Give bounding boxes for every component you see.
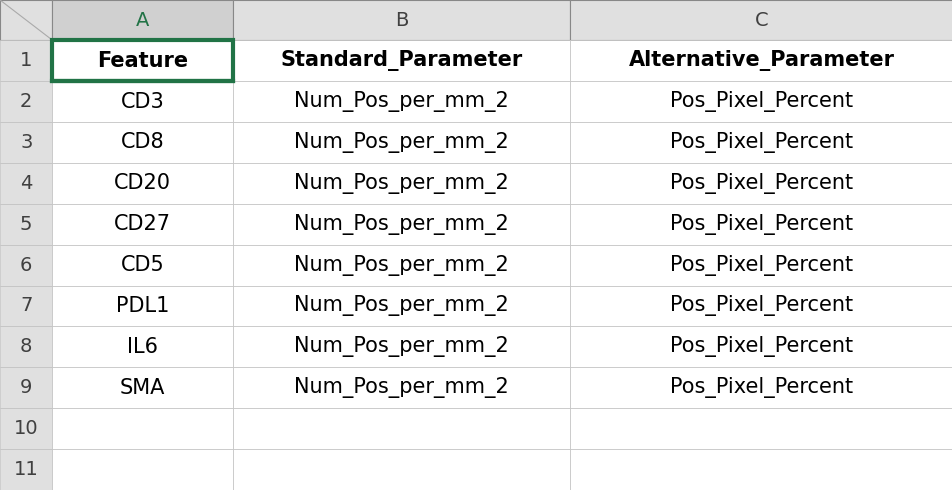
Bar — [52, 368, 232, 408]
Bar — [52, 0, 232, 40]
Text: C: C — [754, 11, 767, 29]
Bar — [569, 81, 952, 122]
Text: Feature: Feature — [97, 50, 188, 71]
Bar — [232, 163, 569, 204]
Bar — [52, 408, 232, 449]
Bar — [569, 40, 952, 81]
Bar — [0, 326, 52, 368]
Text: A: A — [135, 11, 149, 29]
Text: Pos_Pixel_Percent: Pos_Pixel_Percent — [669, 377, 852, 398]
Bar — [0, 245, 52, 286]
Text: CD8: CD8 — [121, 132, 164, 152]
Text: CD5: CD5 — [121, 255, 164, 275]
Bar — [0, 408, 52, 449]
Text: Pos_Pixel_Percent: Pos_Pixel_Percent — [669, 336, 852, 357]
Bar — [0, 286, 52, 326]
Bar — [232, 122, 569, 163]
Bar — [0, 122, 52, 163]
Text: Num_Pos_per_mm_2: Num_Pos_per_mm_2 — [294, 214, 508, 235]
Bar — [569, 449, 952, 490]
Text: PDL1: PDL1 — [115, 296, 169, 316]
Bar — [52, 40, 232, 81]
Bar — [52, 122, 232, 163]
Bar — [569, 122, 952, 163]
Text: 2: 2 — [20, 92, 32, 111]
Text: B: B — [394, 11, 407, 29]
Text: Pos_Pixel_Percent: Pos_Pixel_Percent — [669, 173, 852, 194]
Text: 8: 8 — [20, 338, 32, 356]
Text: CD27: CD27 — [114, 214, 170, 234]
Text: 5: 5 — [20, 215, 32, 234]
Bar — [52, 40, 232, 81]
Bar — [0, 40, 52, 81]
Bar — [52, 245, 232, 286]
Text: Num_Pos_per_mm_2: Num_Pos_per_mm_2 — [294, 173, 508, 194]
Text: Num_Pos_per_mm_2: Num_Pos_per_mm_2 — [294, 255, 508, 275]
Bar — [232, 40, 569, 81]
Bar — [232, 449, 569, 490]
Text: Alternative_Parameter: Alternative_Parameter — [628, 50, 894, 71]
Text: Pos_Pixel_Percent: Pos_Pixel_Percent — [669, 132, 852, 153]
Text: Num_Pos_per_mm_2: Num_Pos_per_mm_2 — [294, 295, 508, 317]
Bar — [569, 204, 952, 245]
Bar — [0, 368, 52, 408]
Bar — [232, 408, 569, 449]
Text: IL6: IL6 — [127, 337, 158, 357]
Text: Pos_Pixel_Percent: Pos_Pixel_Percent — [669, 214, 852, 235]
Bar — [232, 204, 569, 245]
Text: Pos_Pixel_Percent: Pos_Pixel_Percent — [669, 295, 852, 317]
Bar — [569, 286, 952, 326]
Bar — [52, 286, 232, 326]
Text: CD3: CD3 — [121, 92, 164, 112]
Text: Num_Pos_per_mm_2: Num_Pos_per_mm_2 — [294, 91, 508, 112]
Bar — [0, 163, 52, 204]
Text: Standard_Parameter: Standard_Parameter — [280, 50, 522, 71]
Bar — [569, 368, 952, 408]
Text: 7: 7 — [20, 296, 32, 316]
Bar — [52, 449, 232, 490]
Bar — [232, 368, 569, 408]
Bar — [569, 163, 952, 204]
Bar — [232, 286, 569, 326]
Bar — [0, 81, 52, 122]
Text: Num_Pos_per_mm_2: Num_Pos_per_mm_2 — [294, 132, 508, 153]
Text: Num_Pos_per_mm_2: Num_Pos_per_mm_2 — [294, 377, 508, 398]
Bar — [232, 0, 569, 40]
Bar — [0, 449, 52, 490]
Text: 1: 1 — [20, 51, 32, 70]
Bar — [232, 245, 569, 286]
Text: Num_Pos_per_mm_2: Num_Pos_per_mm_2 — [294, 336, 508, 357]
Bar — [232, 326, 569, 368]
Bar — [52, 204, 232, 245]
Text: SMA: SMA — [120, 378, 165, 398]
Text: 11: 11 — [14, 460, 38, 479]
Bar — [569, 326, 952, 368]
Text: Pos_Pixel_Percent: Pos_Pixel_Percent — [669, 91, 852, 112]
Text: 4: 4 — [20, 174, 32, 193]
Text: 9: 9 — [20, 378, 32, 397]
Bar — [569, 0, 952, 40]
Text: Pos_Pixel_Percent: Pos_Pixel_Percent — [669, 255, 852, 275]
Text: CD20: CD20 — [114, 173, 170, 193]
Bar — [569, 408, 952, 449]
Bar — [232, 81, 569, 122]
Bar — [52, 326, 232, 368]
Bar — [0, 0, 52, 40]
Text: 6: 6 — [20, 256, 32, 274]
Bar — [52, 163, 232, 204]
Bar — [0, 204, 52, 245]
Bar — [52, 81, 232, 122]
Text: 3: 3 — [20, 133, 32, 152]
Bar — [569, 245, 952, 286]
Text: 10: 10 — [14, 419, 38, 438]
